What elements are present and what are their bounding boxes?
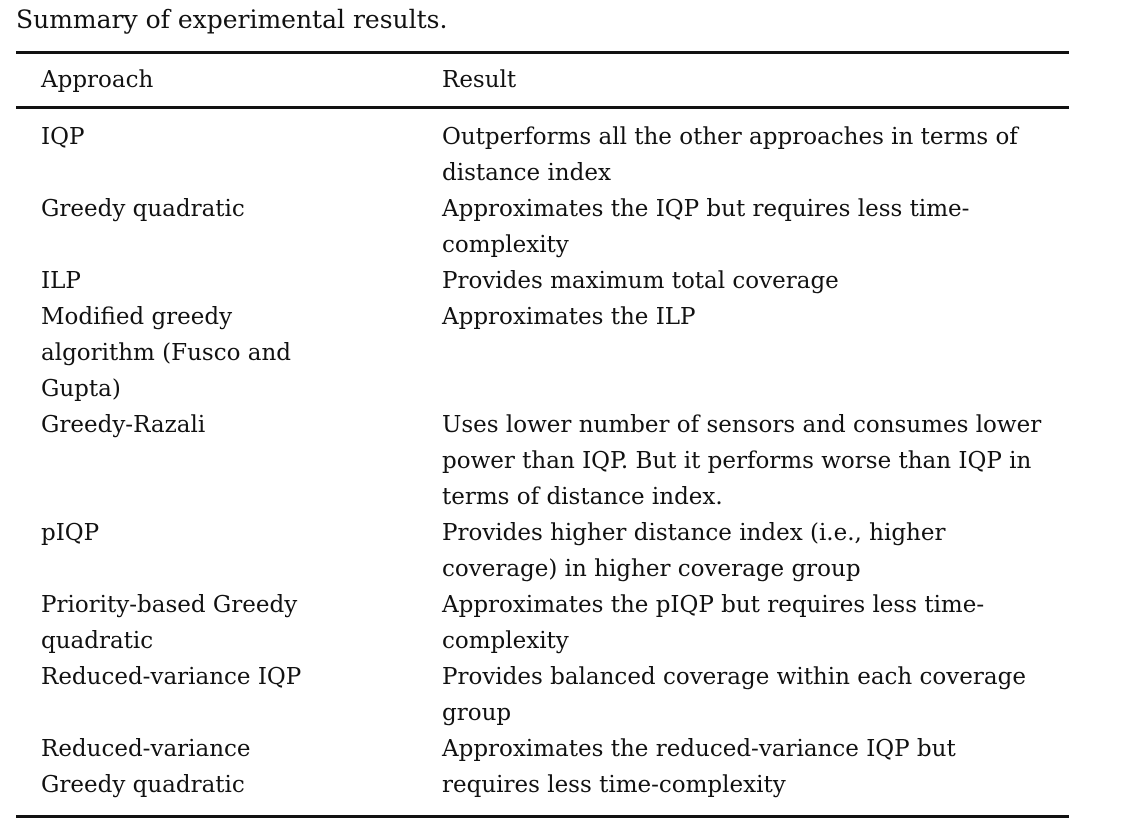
result-cell: Outperforms all the other approaches in … bbox=[442, 124, 1018, 186]
approach-cell: Reduced-variance Greedy quadratic bbox=[16, 731, 417, 818]
table-header: Approach Result bbox=[16, 51, 1069, 109]
approach-text: Reduced-variance IQP bbox=[41, 664, 302, 690]
approach-text: Priority-based Greedy quadratic bbox=[41, 592, 298, 654]
results-table: Approach Result IQP Outperforms all the … bbox=[16, 51, 1069, 818]
result-cell: Provides maximum total coverage bbox=[442, 268, 839, 294]
results-table-container: Approach Result IQP Outperforms all the … bbox=[16, 51, 1069, 818]
result-cell: Provides balanced coverage within each c… bbox=[442, 664, 1026, 726]
table-body: IQP Outperforms all the other approaches… bbox=[16, 108, 1069, 818]
approach-cell: pIQP bbox=[16, 515, 417, 587]
approach-text: IQP bbox=[41, 124, 85, 150]
result-cell: Provides higher distance index (i.e., hi… bbox=[442, 520, 946, 582]
approach-cell: Greedy quadratic bbox=[16, 191, 417, 263]
table-row: IQP Outperforms all the other approaches… bbox=[16, 108, 1069, 192]
table-row: Modified greedy algorithm (Fusco and Gup… bbox=[16, 299, 1069, 407]
approach-text: ILP bbox=[41, 268, 81, 294]
approach-cell: Modified greedy algorithm (Fusco and Gup… bbox=[16, 299, 417, 407]
approach-cell: ILP bbox=[16, 263, 417, 299]
table-row: Reduced-variance IQP Provides balanced c… bbox=[16, 659, 1069, 731]
header-row: Approach Result bbox=[16, 51, 1069, 109]
approach-text: pIQP bbox=[41, 520, 100, 546]
table-caption: Summary of experimental results. bbox=[16, 5, 448, 34]
approach-text: Modified greedy algorithm (Fusco and Gup… bbox=[41, 304, 292, 402]
table-row: Reduced-variance Greedy quadratic Approx… bbox=[16, 731, 1069, 818]
approach-text: Reduced-variance Greedy quadratic bbox=[41, 736, 251, 798]
table-row: pIQP Provides higher distance index (i.e… bbox=[16, 515, 1069, 587]
approach-cell: Greedy-Razali bbox=[16, 407, 417, 515]
result-cell: Uses lower number of sensors and consume… bbox=[442, 412, 1042, 510]
approach-text: Greedy quadratic bbox=[41, 196, 245, 222]
approach-cell: Priority-based Greedy quadratic bbox=[16, 587, 417, 659]
table-row: Greedy-Razali Uses lower number of senso… bbox=[16, 407, 1069, 515]
approach-cell: IQP bbox=[16, 108, 417, 192]
approach-cell: Reduced-variance IQP bbox=[16, 659, 417, 731]
header-approach: Approach bbox=[16, 51, 417, 109]
result-cell: Approximates the ILP bbox=[442, 304, 696, 330]
header-result: Result bbox=[417, 51, 1069, 109]
result-cell: Approximates the reduced-variance IQP bu… bbox=[417, 731, 1069, 818]
approach-text: Greedy-Razali bbox=[41, 412, 206, 438]
table-row: Greedy quadratic Approximates the IQP bu… bbox=[16, 191, 1069, 263]
result-cell: Approximates the pIQP but requires less … bbox=[442, 592, 985, 654]
result-cell: Approximates the IQP but requires less t… bbox=[442, 196, 970, 258]
table-row: ILP Provides maximum total coverage bbox=[16, 263, 1069, 299]
table-row: Priority-based Greedy quadratic Approxim… bbox=[16, 587, 1069, 659]
